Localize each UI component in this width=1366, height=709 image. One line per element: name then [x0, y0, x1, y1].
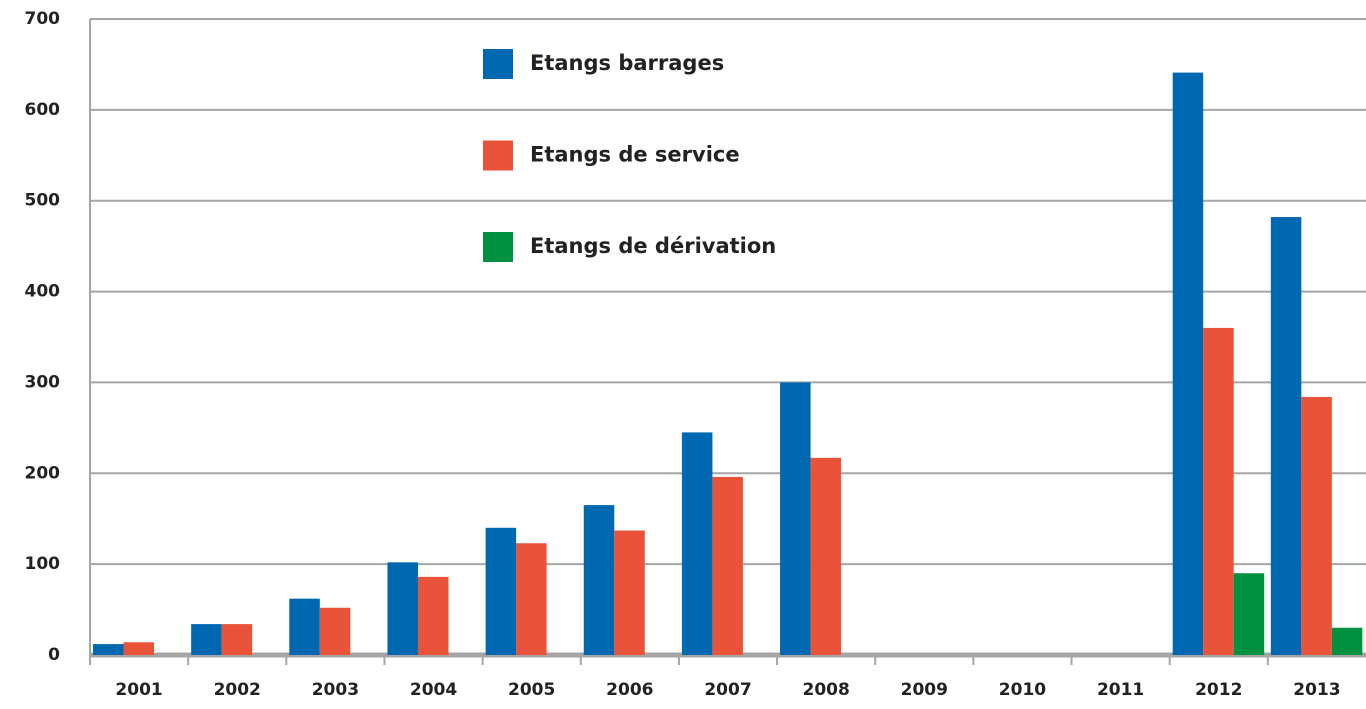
legend-label: Etangs de dérivation [530, 234, 776, 258]
x-tick-label: 2011 [1097, 680, 1144, 700]
y-tick-label: 600 [25, 100, 61, 120]
x-tick-label: 2012 [1195, 680, 1242, 700]
bar [1331, 627, 1363, 655]
y-tick-label: 400 [25, 282, 61, 302]
bar [221, 624, 253, 655]
bar [387, 562, 418, 655]
y-tick-label: 500 [25, 191, 61, 211]
bar [810, 457, 842, 655]
legend-swatch [483, 232, 513, 262]
x-tick-label: 2005 [508, 680, 555, 700]
bar [1203, 327, 1234, 655]
bar [289, 598, 320, 655]
bar [191, 624, 222, 655]
legend-label: Etangs de service [530, 143, 740, 167]
y-tick-label: 700 [25, 9, 61, 29]
x-tick-label: 2004 [410, 680, 457, 700]
bar [583, 505, 615, 655]
bar [712, 476, 743, 655]
x-tick-label: 2001 [115, 680, 162, 700]
bar [93, 644, 124, 655]
bar [319, 607, 351, 655]
x-tick-label: 2013 [1293, 680, 1340, 700]
bar [681, 432, 713, 655]
x-tick-label: 2002 [214, 680, 261, 700]
bar [516, 543, 547, 655]
bar [485, 527, 517, 655]
y-tick-label: 300 [25, 372, 61, 392]
bar [614, 530, 645, 655]
x-tick-label: 2009 [901, 680, 948, 700]
bar [417, 576, 449, 655]
bar [123, 642, 154, 655]
legend-swatch [483, 140, 513, 171]
legend-label: Etangs barrages [530, 51, 724, 75]
x-tick-label: 2006 [606, 680, 653, 700]
bar [780, 382, 811, 655]
x-tick-label: 2010 [999, 680, 1046, 700]
x-tick-label: 2003 [312, 680, 359, 700]
y-tick-label: 200 [25, 463, 61, 483]
legend-swatch [483, 49, 513, 79]
bar [1233, 573, 1265, 655]
y-tick-label: 0 [48, 645, 60, 665]
bar [1270, 217, 1302, 655]
bar [1301, 396, 1332, 655]
y-tick-label: 100 [25, 554, 61, 574]
x-tick-label: 2008 [802, 680, 849, 700]
bar [1172, 72, 1204, 655]
x-tick-label: 2007 [704, 680, 751, 700]
